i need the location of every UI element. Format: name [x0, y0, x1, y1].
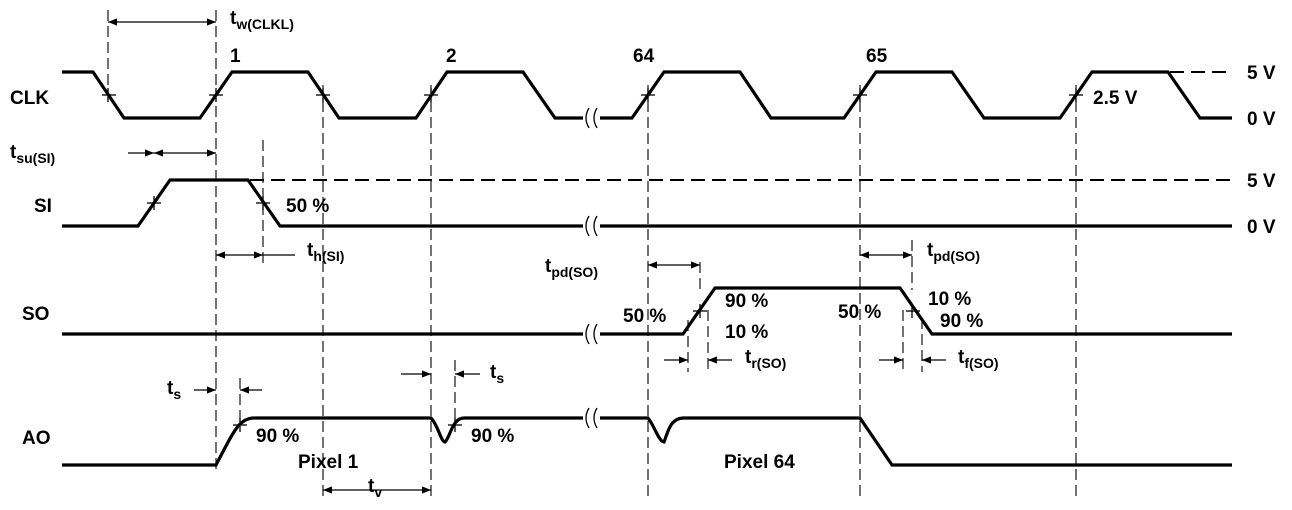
- so-fall-90-label: 90 %: [940, 311, 983, 332]
- so-rise-10-label: 10 %: [725, 322, 768, 343]
- ao-90-b-label: 90 %: [471, 426, 514, 447]
- ts-left-label: ts: [167, 378, 181, 402]
- pulse-number: 64: [633, 46, 655, 67]
- tw-clkl-label: tw(CLKL): [230, 8, 294, 32]
- so-label: SO: [22, 304, 49, 325]
- so-rise-90-label: 90 %: [725, 291, 768, 312]
- clk-label: CLK: [10, 88, 49, 109]
- so-fall-50-label: 50 %: [838, 302, 881, 323]
- threshold-level: 2.5 V: [1093, 88, 1138, 109]
- clk-break-icon: [585, 107, 598, 129]
- ao-break-icon: [585, 407, 598, 429]
- si-break-icon: [585, 215, 598, 237]
- so-break-icon: [585, 323, 598, 345]
- crossing-ticks: [102, 88, 1083, 432]
- tpd-so-left-label: tpd(SO): [545, 256, 598, 280]
- si-label: SI: [34, 196, 52, 217]
- si-waveform: [62, 178, 1232, 228]
- so-fall-10-label: 10 %: [928, 289, 971, 310]
- so-waveform: [62, 286, 1232, 336]
- si-low-level: 0 V: [1247, 217, 1276, 238]
- pixel64-label: Pixel 64: [724, 452, 795, 473]
- timing-arrows: [108, 18, 946, 494]
- reference-lines: [107, 10, 1077, 500]
- so-rise-50-label: 50 %: [623, 306, 666, 327]
- pulse-number: 1: [230, 46, 241, 67]
- level-lines: [250, 71, 1232, 181]
- ts-right-label: ts: [490, 362, 504, 386]
- pulse-number: 2: [446, 46, 457, 67]
- th-si-label: th(SI): [307, 240, 344, 264]
- tv-label: tv: [368, 476, 382, 500]
- tpd-so-right-label: tpd(SO): [927, 240, 980, 264]
- pixel1-label: Pixel 1: [298, 452, 359, 473]
- pulse-number: 65: [866, 46, 888, 67]
- ao-90-a-label: 90 %: [256, 426, 299, 447]
- si-50-label: 50 %: [286, 196, 329, 217]
- ao-waveform: [62, 416, 1232, 467]
- si-high-level: 5 V: [1247, 171, 1276, 192]
- tsu-si-label: tsu(SI): [10, 142, 55, 166]
- clk-high-level: 5 V: [1247, 63, 1276, 84]
- clk-low-level: 0 V: [1247, 109, 1276, 130]
- ao-label: AO: [22, 428, 51, 449]
- tr-so-label: tr(SO): [745, 347, 786, 371]
- tf-so-label: tf(SO): [958, 347, 999, 371]
